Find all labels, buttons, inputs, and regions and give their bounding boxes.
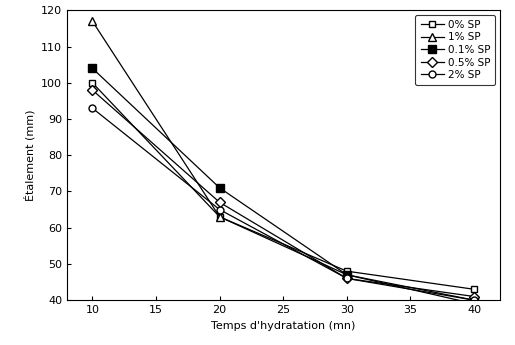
0.1% SP [89, 66, 95, 70]
2% SP [89, 106, 95, 110]
0% SP [344, 269, 350, 273]
Line: 2% SP: 2% SP [89, 105, 477, 304]
0.5% SP [344, 276, 350, 280]
0.1% SP [344, 273, 350, 277]
Line: 1% SP: 1% SP [88, 17, 478, 308]
2% SP [471, 298, 477, 302]
0% SP [216, 215, 222, 219]
0.1% SP [216, 186, 222, 190]
1% SP [471, 302, 477, 306]
Line: 0.1% SP: 0.1% SP [88, 64, 478, 304]
0.5% SP [216, 200, 222, 204]
Legend: 0% SP, 1% SP, 0.1% SP, 0.5% SP, 2% SP: 0% SP, 1% SP, 0.1% SP, 0.5% SP, 2% SP [416, 14, 495, 85]
1% SP [344, 273, 350, 277]
0.1% SP [471, 298, 477, 302]
1% SP [89, 19, 95, 23]
0.5% SP [89, 88, 95, 92]
Line: 0.5% SP: 0.5% SP [89, 87, 477, 300]
Line: 0% SP: 0% SP [89, 79, 477, 293]
2% SP [344, 276, 350, 280]
X-axis label: Temps d'hydratation (mn): Temps d'hydratation (mn) [211, 321, 355, 331]
0% SP [471, 287, 477, 291]
1% SP [216, 215, 222, 219]
0% SP [89, 81, 95, 85]
Y-axis label: Étalement (mm): Étalement (mm) [24, 109, 36, 201]
2% SP [216, 207, 222, 211]
0.5% SP [471, 295, 477, 299]
